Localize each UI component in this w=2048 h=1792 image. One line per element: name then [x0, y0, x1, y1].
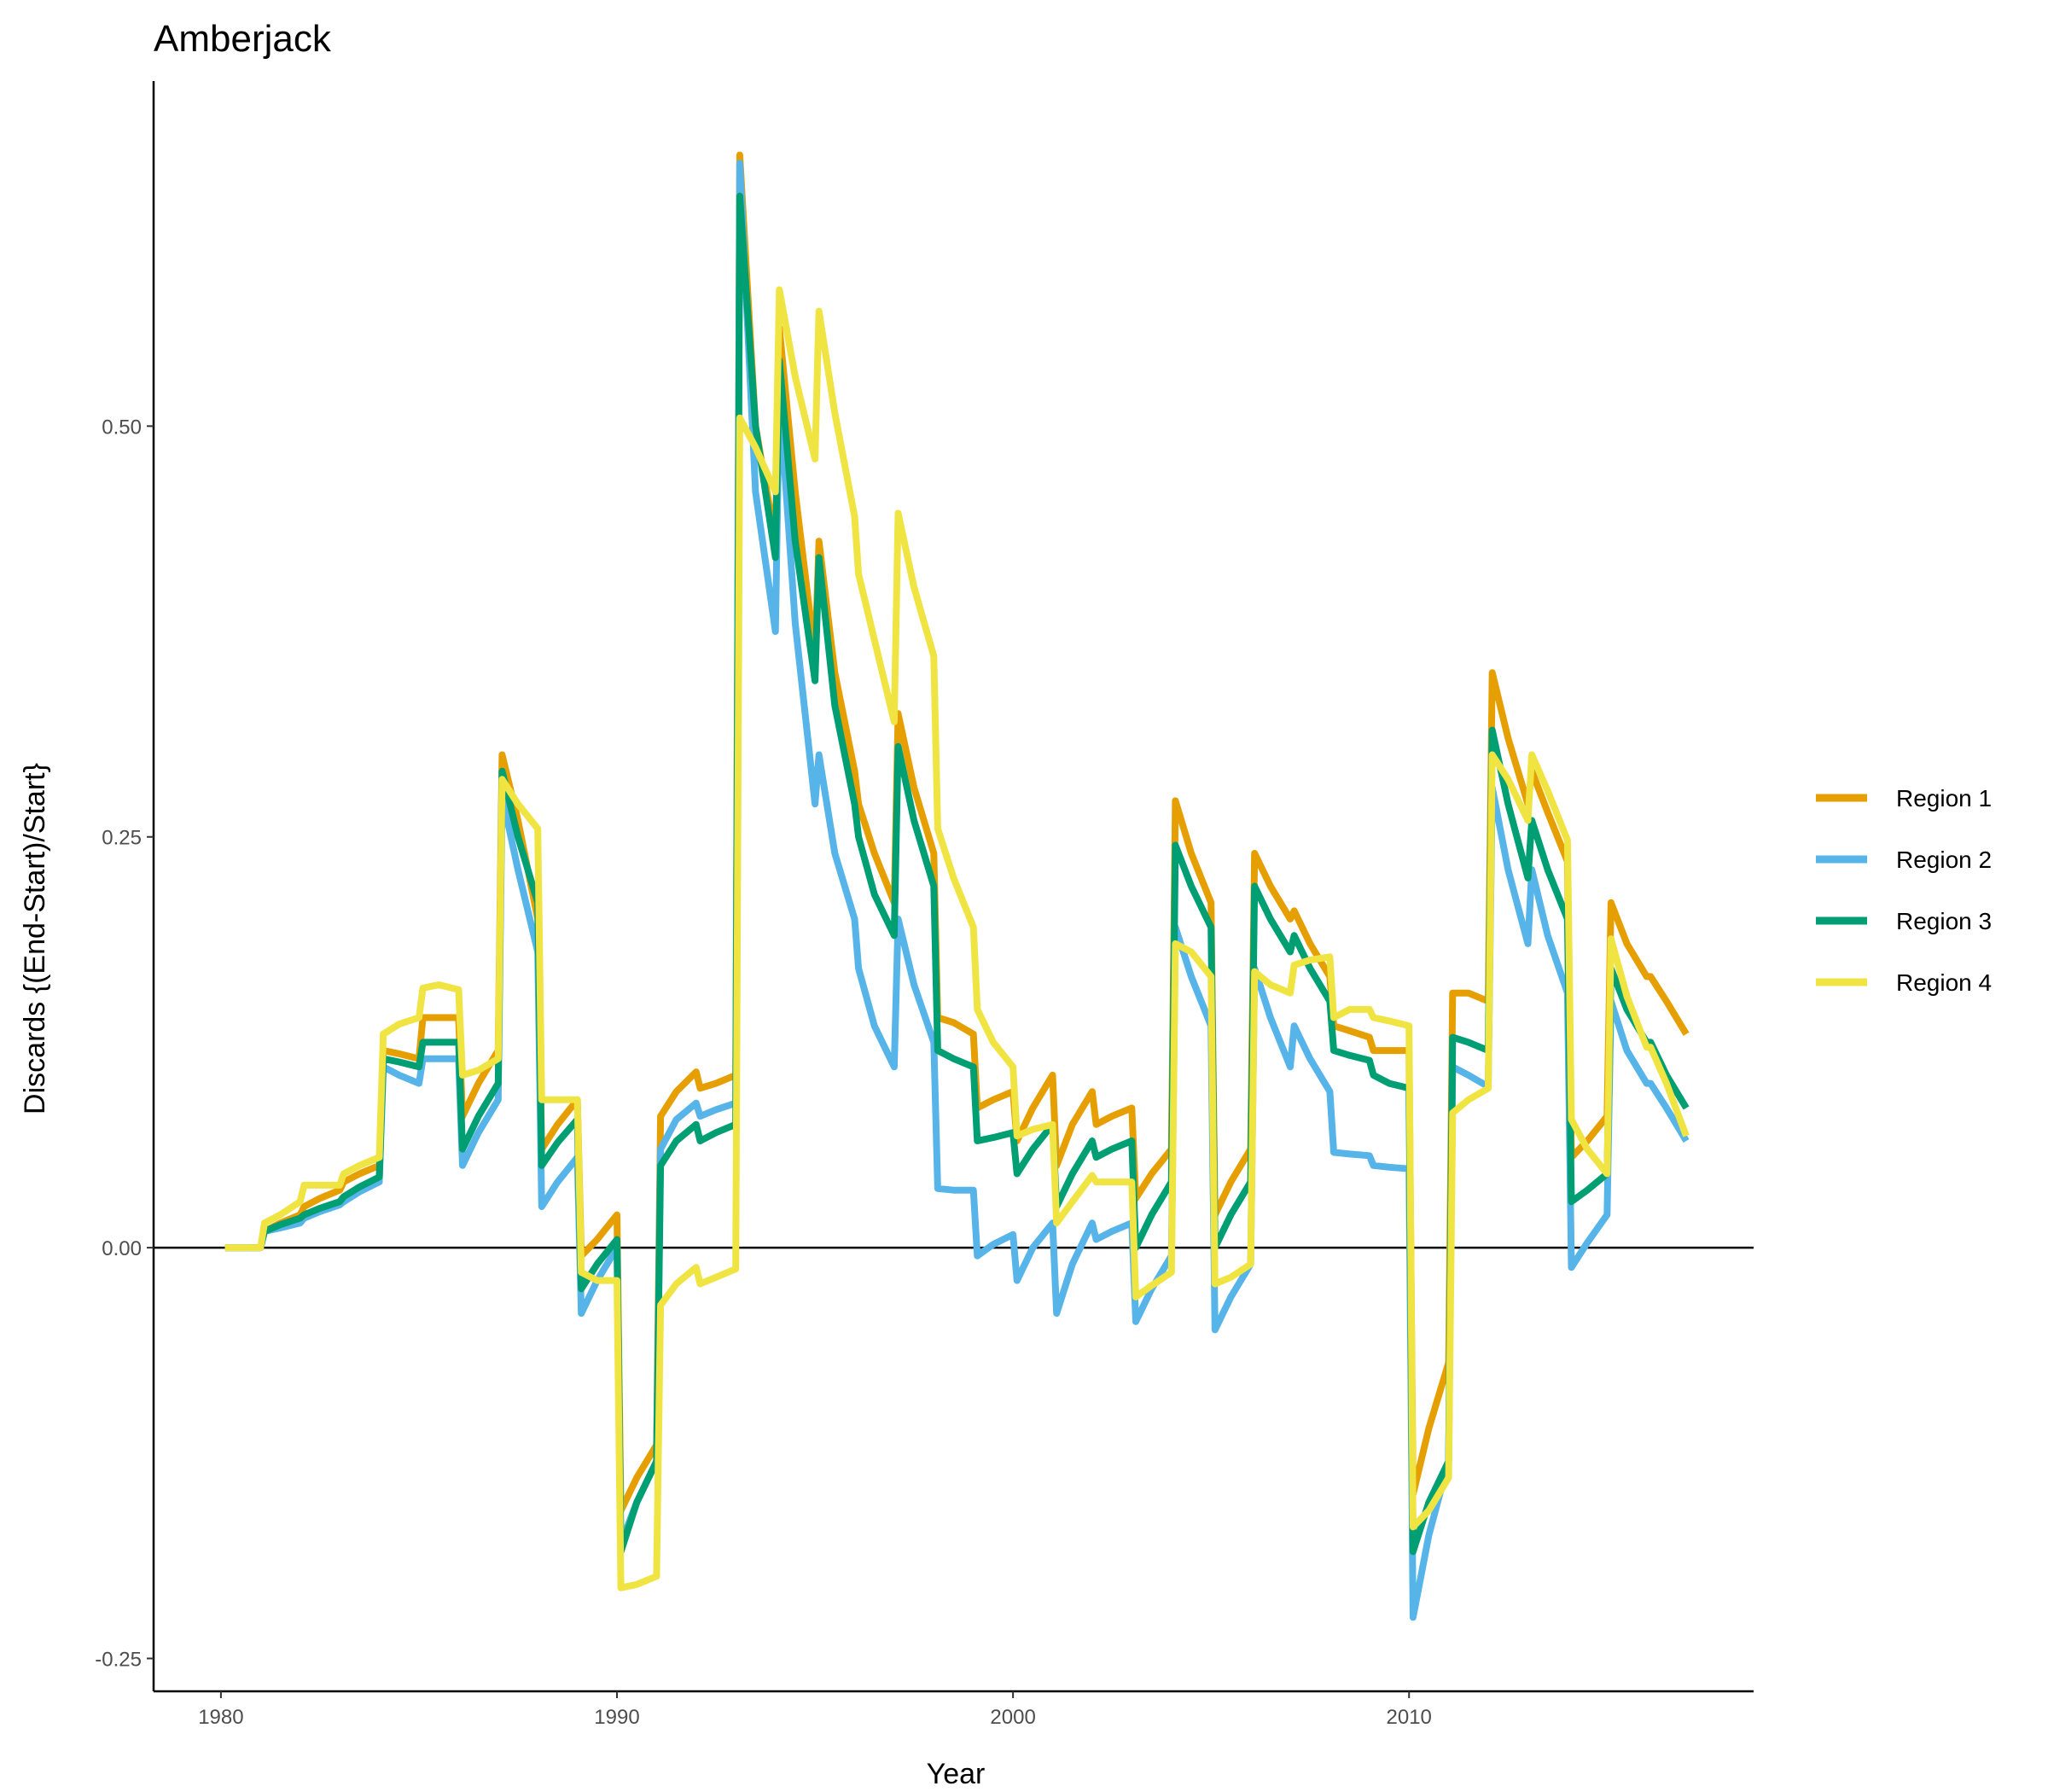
x-tick-label: 2010: [1387, 1706, 1432, 1729]
y-tick-label: 0.25: [102, 827, 142, 850]
x-tick-label: 2000: [990, 1706, 1035, 1729]
series-line-region-1: [224, 151, 1690, 1515]
y-tick-label: 0.50: [102, 416, 142, 439]
legend: Region 1 Region 2 Region 3 Region 4: [1816, 785, 1992, 996]
legend-label-region-2: Region 2: [1896, 847, 1992, 873]
x-tick-label: 1980: [198, 1706, 243, 1729]
legend-label-region-3: Region 3: [1896, 908, 1992, 934]
x-axis-title: Year: [927, 1758, 986, 1790]
y-axis-title: Discards {(End-Start)/Start}: [19, 763, 51, 1114]
legend-label-region-1: Region 1: [1896, 785, 1992, 812]
y-tick-label: 0.00: [102, 1237, 142, 1260]
series-layer: [224, 151, 1690, 1621]
legend-label-region-4: Region 4: [1896, 969, 1992, 996]
y-tick-label: -0.25: [95, 1648, 142, 1671]
y-axis-ticks: -0.25 0.00 0.25 0.50: [95, 416, 154, 1671]
chart-title: Amberjack: [154, 18, 332, 60]
plot-area: -0.25 0.00 0.25 0.50 1980 1990 2000 2010: [95, 81, 1754, 1729]
x-tick-label: 1990: [594, 1706, 639, 1729]
series-line-region-4: [224, 286, 1690, 1591]
x-axis-ticks: 1980 1990 2000 2010: [198, 1691, 1432, 1729]
